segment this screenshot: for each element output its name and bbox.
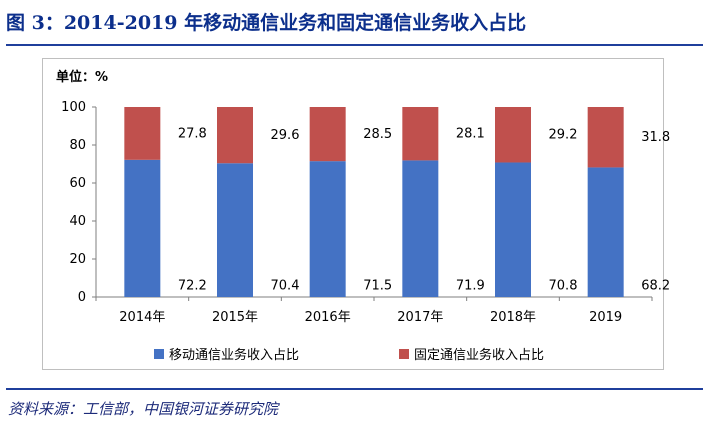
data-label-mobile: 68.2 (641, 279, 670, 294)
y-tick-label: 100 (61, 100, 86, 115)
bar-fixed (587, 107, 624, 168)
bar-fixed (402, 107, 439, 161)
data-label-fixed: 29.6 (271, 128, 300, 143)
x-tick-label: 2016年 (305, 310, 351, 325)
data-label-fixed: 27.8 (178, 126, 207, 141)
bar-mobile (587, 167, 624, 297)
y-tick-label: 80 (69, 138, 86, 153)
data-label-fixed: 28.5 (363, 127, 392, 142)
data-label-mobile: 72.2 (178, 279, 207, 294)
legend-label-mobile: 移动通信业务收入占比 (169, 348, 300, 363)
bar-fixed (217, 107, 253, 164)
data-label-mobile: 70.8 (549, 279, 578, 294)
source-note: 资料来源：工信部，中国银河证券研究院 (8, 400, 279, 418)
y-tick-label: 60 (69, 176, 86, 191)
y-tick-label: 0 (78, 290, 86, 305)
data-label-mobile: 71.9 (456, 279, 485, 294)
legend-item-mobile: 移动通信业务收入占比 (154, 344, 299, 363)
bar-mobile (309, 161, 346, 297)
bar-mobile (402, 160, 439, 297)
bar-mobile (495, 162, 531, 297)
y-tick-label: 20 (69, 252, 86, 267)
legend-swatch-mobile (154, 348, 164, 359)
bar-mobile (217, 163, 253, 297)
x-tick-label: 2014年 (119, 310, 165, 325)
bar-fixed (124, 107, 161, 160)
data-label-mobile: 71.5 (363, 279, 392, 294)
bar-mobile (124, 159, 161, 297)
legend-item-fixed: 固定通信业务收入占比 (399, 344, 544, 363)
chart-title: 图 3：2014-2019 年移动通信业务和固定通信业务收入占比 (6, 12, 527, 34)
legend-label-fixed: 固定通信业务收入占比 (414, 348, 545, 363)
x-tick-label: 2015年 (212, 310, 258, 325)
y-tick-label: 40 (69, 214, 86, 229)
x-tick-label: 2018年 (490, 310, 536, 325)
data-label-mobile: 70.4 (271, 279, 300, 294)
x-tick-label: 2019 (589, 310, 622, 325)
title-divider (6, 44, 703, 46)
x-tick-label: 2017年 (397, 310, 443, 325)
data-label-fixed: 31.8 (641, 130, 670, 145)
data-label-fixed: 29.2 (549, 128, 578, 143)
data-label-fixed: 28.1 (456, 127, 485, 142)
footer-divider (6, 388, 703, 390)
bar-fixed (309, 107, 346, 162)
chart-frame (42, 58, 664, 370)
unit-label: 单位：% (56, 70, 109, 85)
legend-swatch-fixed (399, 348, 409, 359)
bar-fixed (495, 107, 531, 163)
